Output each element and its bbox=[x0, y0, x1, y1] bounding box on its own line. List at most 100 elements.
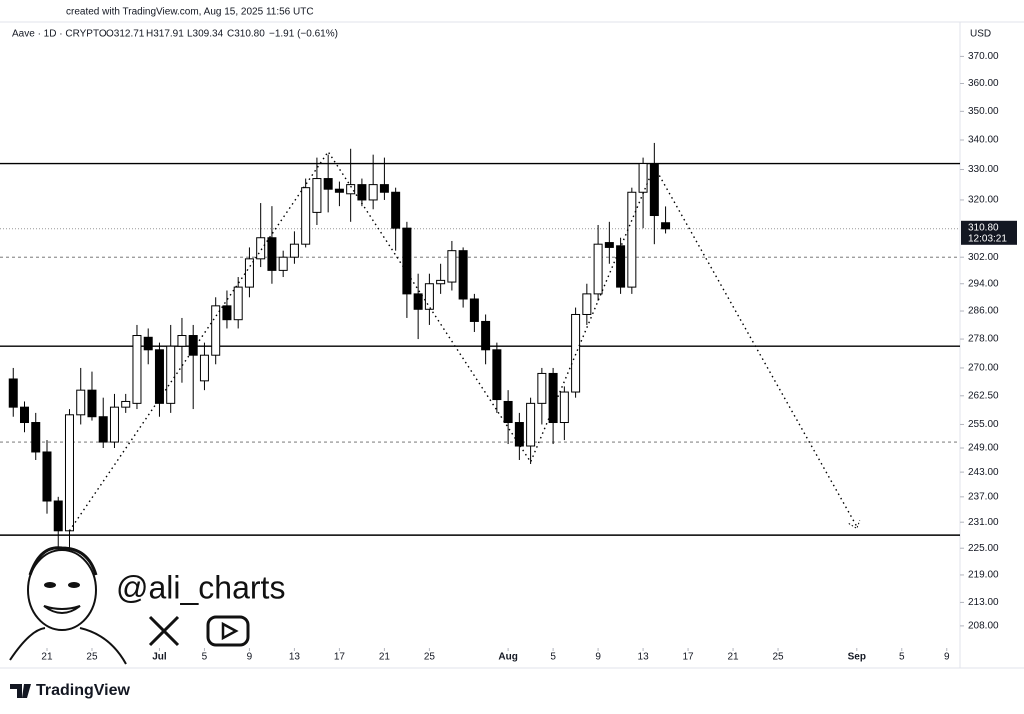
brand-mark bbox=[10, 684, 31, 698]
candle-body bbox=[402, 227, 412, 295]
projection-path bbox=[68, 150, 858, 532]
candle-body bbox=[436, 279, 446, 285]
candle-body bbox=[481, 320, 491, 351]
candle-body bbox=[413, 293, 423, 310]
candle-body bbox=[537, 372, 547, 404]
y-tick-label: 243.00 bbox=[968, 467, 999, 478]
candle-body bbox=[346, 184, 356, 195]
last-price-label: 310.80 bbox=[968, 222, 999, 233]
y-tick-label: 340.00 bbox=[968, 135, 999, 146]
candle-body bbox=[649, 163, 659, 217]
candle-body bbox=[19, 406, 29, 424]
candle-body bbox=[323, 178, 333, 190]
candle-body bbox=[312, 178, 322, 213]
candle-body bbox=[121, 400, 131, 408]
candle-body bbox=[604, 242, 614, 248]
candle-body bbox=[458, 250, 468, 300]
y-tick-label: 270.00 bbox=[968, 363, 999, 374]
candle-body bbox=[87, 389, 97, 418]
candle-body bbox=[571, 313, 581, 393]
candle-body bbox=[256, 237, 266, 260]
candle-body bbox=[391, 191, 401, 229]
candle-body bbox=[526, 402, 536, 447]
y-tick-label: 237.00 bbox=[968, 491, 999, 502]
candle-body bbox=[177, 335, 187, 347]
candle-body bbox=[661, 222, 671, 230]
x-tick-label: 17 bbox=[334, 652, 346, 663]
candle-body bbox=[31, 422, 41, 453]
candle-body bbox=[492, 349, 502, 401]
x-tick-label: 25 bbox=[772, 652, 784, 663]
x-tick-label: 5 bbox=[550, 652, 556, 663]
candle-body bbox=[424, 283, 434, 310]
x-tick-label: 5 bbox=[899, 652, 905, 663]
candle-body bbox=[244, 258, 254, 288]
candle-body bbox=[582, 293, 592, 315]
ohlc-high: H317.91 bbox=[146, 29, 184, 40]
x-tick-label: Jul bbox=[152, 652, 167, 663]
candle-body bbox=[132, 335, 142, 404]
x-tick-label: Aug bbox=[498, 652, 517, 663]
candle-body bbox=[222, 305, 232, 321]
watermark: @ali_charts bbox=[116, 569, 285, 605]
x-tick-label: 21 bbox=[727, 652, 739, 663]
x-tick-label: 17 bbox=[683, 652, 695, 663]
y-tick-label: 350.00 bbox=[968, 106, 999, 117]
candle-body bbox=[638, 163, 648, 193]
ohlc-low: L309.34 bbox=[187, 29, 224, 40]
candle-body bbox=[109, 406, 119, 443]
candle-body bbox=[76, 389, 86, 416]
brand: TradingView bbox=[36, 682, 131, 699]
candle-body bbox=[233, 286, 243, 321]
candle-body bbox=[627, 191, 637, 288]
candle-body bbox=[548, 372, 558, 424]
ohlc-close: C310.80 bbox=[227, 29, 265, 40]
currency: USD bbox=[970, 29, 991, 40]
y-tick-label: 219.00 bbox=[968, 570, 999, 581]
symbol: Aave · 1D · CRYPTO bbox=[12, 29, 107, 40]
x-tick-label: 9 bbox=[595, 652, 601, 663]
candle-body bbox=[188, 335, 198, 356]
y-tick-label: 278.00 bbox=[968, 334, 999, 345]
y-tick-label: 302.00 bbox=[968, 252, 999, 263]
x-tick-label: 9 bbox=[944, 652, 950, 663]
candle-body bbox=[143, 336, 153, 351]
x-tick-label: 9 bbox=[247, 652, 253, 663]
youtube-icon bbox=[206, 615, 250, 647]
candle-body bbox=[357, 184, 367, 201]
candle-body bbox=[379, 184, 389, 193]
candle-body bbox=[368, 184, 378, 201]
y-tick-label: 330.00 bbox=[968, 164, 999, 175]
x-tick-label: 21 bbox=[379, 652, 391, 663]
candle-body bbox=[53, 500, 63, 532]
candle-body bbox=[8, 378, 18, 408]
candle-body bbox=[199, 354, 209, 382]
ohlc-open: O312.71 bbox=[106, 29, 145, 40]
last-price-box bbox=[961, 220, 1017, 245]
avatar bbox=[9, 546, 127, 665]
candle-body bbox=[334, 188, 344, 193]
x-icon bbox=[148, 615, 180, 647]
x-tick-label: 25 bbox=[86, 652, 98, 663]
candle-body bbox=[154, 349, 164, 404]
y-tick-label: 320.00 bbox=[968, 195, 999, 206]
y-tick-label: 262.50 bbox=[968, 390, 999, 401]
y-tick-label: 225.00 bbox=[968, 543, 999, 554]
candle-body bbox=[166, 345, 176, 404]
y-tick-label: 208.00 bbox=[968, 621, 999, 632]
x-tick-label: 13 bbox=[638, 652, 650, 663]
y-tick-label: 249.00 bbox=[968, 443, 999, 454]
change: −1.91 (−0.61%) bbox=[269, 29, 338, 40]
y-tick-label: 286.00 bbox=[968, 306, 999, 317]
y-tick-label: 294.00 bbox=[968, 278, 999, 289]
candle-body bbox=[593, 243, 603, 295]
plot bbox=[0, 142, 960, 562]
y-tick-label: 360.00 bbox=[968, 78, 999, 89]
youtube-play bbox=[221, 621, 239, 641]
y-tick-label: 231.00 bbox=[968, 517, 999, 528]
y-tick-label: 255.00 bbox=[968, 419, 999, 430]
candle-body bbox=[42, 451, 52, 502]
candle-body bbox=[514, 422, 524, 447]
